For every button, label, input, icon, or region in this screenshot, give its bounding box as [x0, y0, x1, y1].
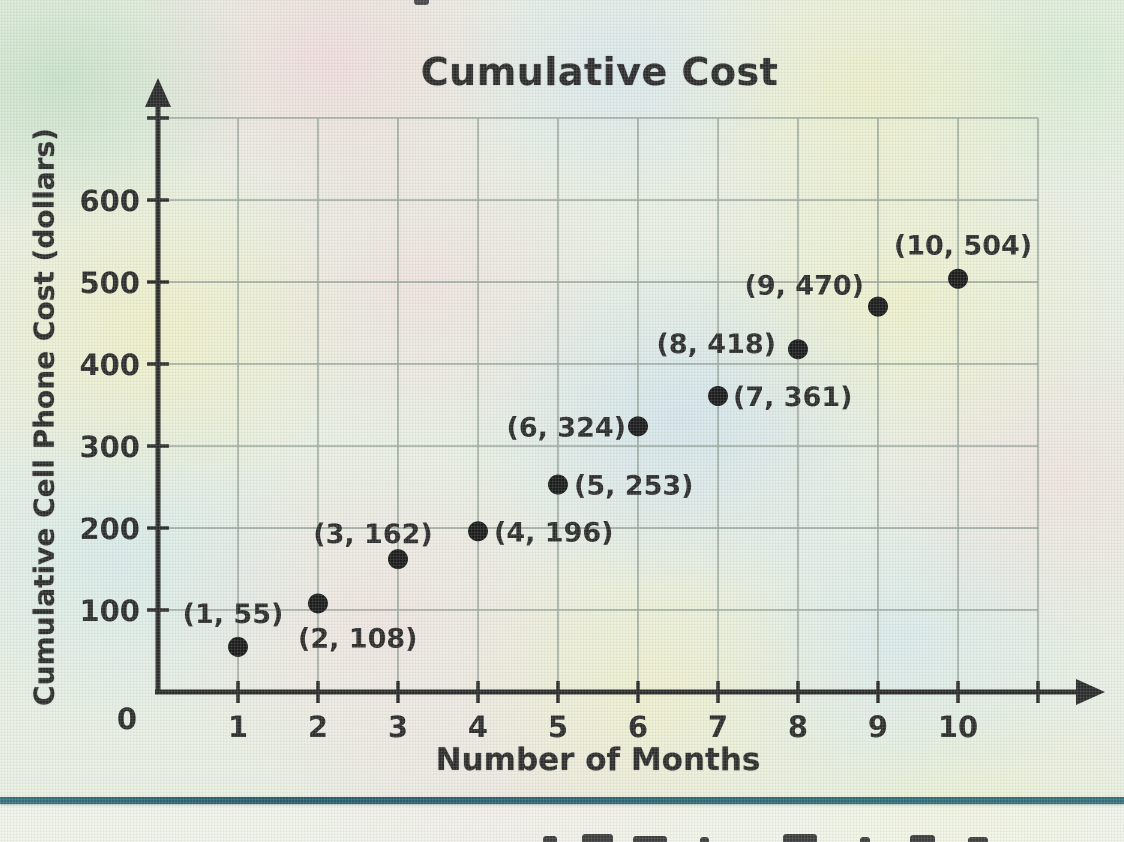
- x-axis-arrowhead: [1076, 679, 1105, 705]
- data-point-label: (1, 55): [183, 599, 284, 630]
- x-axis-label: Number of Months: [435, 742, 761, 778]
- data-point-label: (2, 108): [298, 623, 417, 654]
- y-axis-label: Cumulative Cell Phone Cost (dollars): [27, 128, 61, 706]
- x-tick-label: 9: [868, 710, 888, 744]
- y-tick-label: 500: [79, 266, 140, 300]
- data-point: [708, 385, 728, 406]
- data-point: [388, 549, 408, 570]
- data-point: [468, 521, 488, 542]
- data-point: [868, 296, 888, 317]
- data-point-label: (7, 361): [733, 382, 852, 413]
- teal-divider-line: [0, 797, 1124, 804]
- y-tick-label: 600: [79, 184, 140, 218]
- below-divider-band: [0, 804, 1124, 842]
- data-point-label: (4, 196): [494, 517, 613, 548]
- data-point: [308, 593, 328, 614]
- x-tick-label: 8: [788, 710, 808, 744]
- data-point-label: (3, 162): [313, 519, 432, 550]
- origin-label: 0: [117, 702, 137, 736]
- cropped-text-fragment: [633, 836, 667, 842]
- cropped-text-fragment: [582, 834, 613, 842]
- chart-title: Cumulative Cost: [420, 50, 779, 94]
- y-tick-label: 200: [79, 512, 140, 546]
- cropped-text-fragment: [910, 835, 935, 842]
- x-tick-label: 3: [388, 710, 408, 744]
- y-tick-label: 100: [79, 594, 140, 628]
- data-point: [228, 636, 248, 657]
- data-point: [948, 268, 968, 289]
- y-axis-arrowhead: [145, 78, 171, 107]
- data-point: [788, 339, 808, 360]
- y-tick-label: 400: [79, 348, 140, 382]
- cropped-text-fragment: [783, 834, 817, 842]
- x-tick-label: 1: [228, 710, 248, 744]
- data-point: [628, 416, 648, 437]
- x-tick-label: 10: [938, 710, 978, 744]
- y-tick-label: 300: [79, 430, 140, 464]
- data-point-label: (5, 253): [574, 471, 693, 502]
- x-tick-label: 7: [708, 710, 728, 744]
- cropped-text-fragment: [968, 837, 988, 842]
- cropped-text-fragment: [700, 837, 709, 842]
- data-point-label: (6, 324): [507, 412, 626, 443]
- x-tick-label: 4: [468, 710, 488, 744]
- data-point-label: (10, 504): [894, 231, 1032, 262]
- cropped-text-fragment: [860, 837, 870, 842]
- data-point-label: (9, 470): [745, 271, 864, 302]
- x-tick-label: 5: [548, 710, 568, 744]
- data-point-label: (8, 418): [657, 329, 776, 360]
- cropped-text-fragment: [543, 836, 557, 842]
- cropped-top-fragment: [414, 0, 429, 5]
- x-tick-label: 6: [628, 710, 648, 744]
- data-point: [548, 474, 568, 495]
- x-tick-label: 2: [308, 710, 328, 744]
